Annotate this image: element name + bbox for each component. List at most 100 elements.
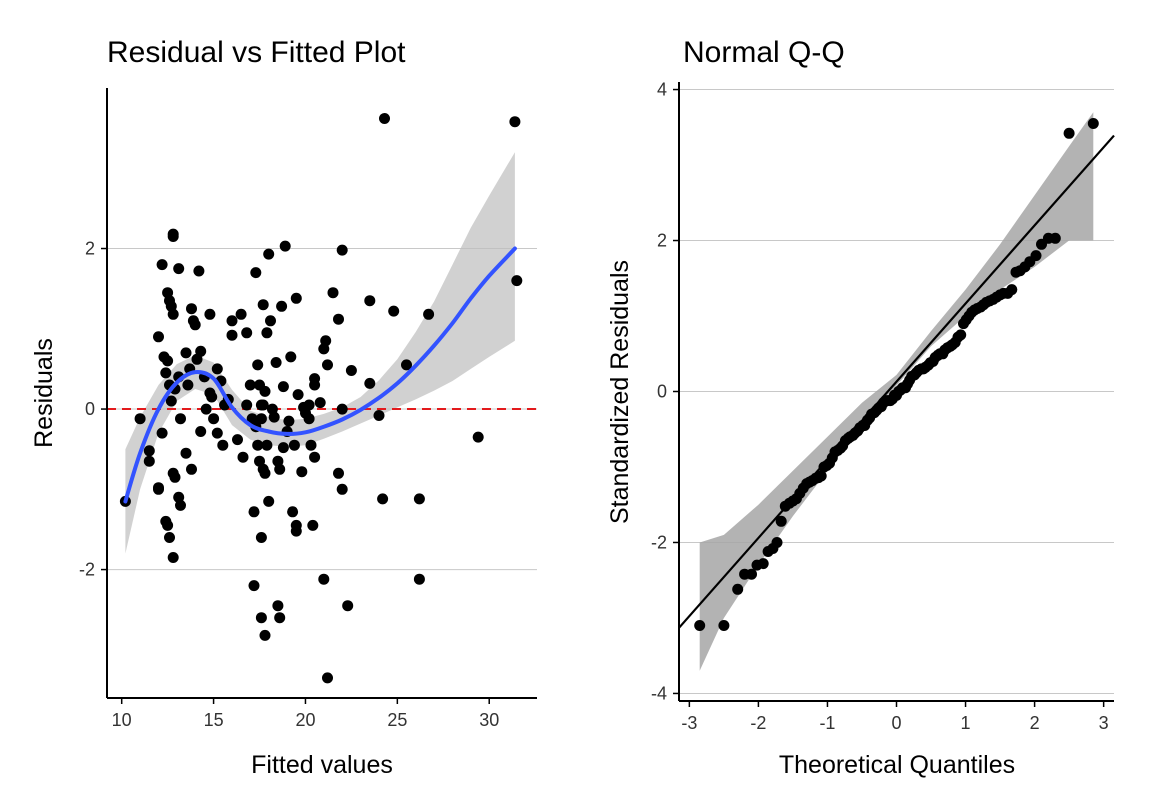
residual-point-144	[511, 275, 523, 287]
residual-point-6	[153, 483, 164, 495]
residual-point-46	[204, 308, 216, 320]
residual-point-79	[257, 299, 269, 311]
residual-point-82	[259, 385, 271, 397]
residual-point-32	[180, 347, 192, 359]
residual-point-113	[305, 439, 317, 451]
qq-point-101	[1030, 250, 1042, 262]
x-axis-title-right: Theoretical Quantiles	[779, 751, 1015, 779]
residual-point-36	[186, 303, 197, 315]
residual-point-107	[292, 389, 304, 401]
residual-point-13	[162, 355, 174, 367]
y-tick-label-0: -4	[651, 683, 667, 703]
residual-point-66	[248, 506, 260, 518]
residual-point-51	[211, 427, 223, 439]
residual-point-17	[164, 532, 175, 543]
residual-point-135	[377, 493, 389, 505]
residual-point-53	[217, 439, 229, 451]
residual-point-86	[263, 495, 275, 507]
residual-point-30	[175, 499, 186, 511]
residual-point-100	[283, 415, 295, 427]
residual-point-97	[277, 442, 289, 454]
x-tick-label-4: 30	[479, 710, 499, 730]
axes-right	[673, 82, 1114, 707]
axes-left	[101, 88, 537, 704]
residual-point-122	[322, 359, 333, 371]
residual-point-57	[226, 329, 238, 341]
y-tick-label-4: 4	[657, 80, 667, 100]
residual-point-126	[333, 313, 344, 325]
loess-smooth-line	[123, 246, 517, 504]
qq-points	[694, 118, 1099, 631]
residual-point-118	[314, 397, 326, 409]
residual-point-56	[226, 315, 238, 327]
y-tick-label-2: 0	[657, 382, 667, 402]
qq-band-area	[699, 112, 1094, 671]
qq-point-80	[955, 329, 967, 341]
qq-reference-line	[678, 134, 1115, 629]
x-tick-label-0: 10	[112, 710, 132, 730]
residual-point-50	[211, 363, 223, 375]
residual-point-14	[162, 519, 174, 531]
residual-point-112	[303, 399, 315, 411]
residual-point-43	[195, 426, 207, 437]
residual-point-76	[255, 612, 267, 624]
residual-point-117	[309, 451, 321, 463]
residual-point-62	[241, 327, 253, 339]
residual-point-138	[401, 359, 412, 371]
residual-point-132	[364, 295, 376, 307]
residual-point-94	[274, 612, 286, 624]
residual-point-136	[379, 113, 390, 124]
x-tick-label-4: 1	[961, 713, 971, 733]
x-tick-label-0: -3	[681, 713, 697, 733]
residual-point-39	[189, 319, 201, 331]
qq-confidence-band	[699, 112, 1094, 671]
residual-point-80	[259, 467, 271, 479]
residual-point-89	[268, 411, 280, 423]
residual-vs-fitted-panel: Residual vs Fitted Plot -2 0 2 10 15 20 25 30 F…	[30, 36, 537, 779]
residual-point-102	[287, 506, 299, 518]
residual-point-130	[342, 600, 354, 612]
residual-point-3	[143, 455, 155, 467]
residual-point-74	[255, 413, 267, 425]
qq-point-22	[815, 470, 827, 482]
x-axis-title-left: Fitted values	[251, 751, 393, 779]
x-tick-label-5: 2	[1030, 713, 1040, 733]
residual-point-63	[244, 379, 256, 391]
residual-point-127	[336, 244, 348, 256]
residual-point-59	[235, 308, 247, 320]
residual-point-21	[167, 231, 179, 242]
residual-point-77	[257, 399, 269, 411]
residual-point-45	[200, 403, 212, 415]
qq-point-6	[757, 558, 769, 570]
residual-point-129	[336, 403, 348, 415]
qq-point-10	[775, 515, 787, 527]
residual-point-42	[195, 345, 207, 357]
residual-point-2	[143, 445, 155, 457]
x-tick-label-1: -2	[750, 713, 766, 733]
residual-point-19	[165, 395, 177, 407]
residual-point-134	[373, 410, 385, 421]
x-tick-label-2: -1	[819, 713, 835, 733]
residual-points	[119, 113, 523, 684]
residual-point-142	[472, 431, 484, 443]
tick-labels-left: -2 0 2 10 15 20 25 30	[79, 239, 499, 730]
residual-point-91	[272, 600, 284, 612]
qq-point-106	[1087, 118, 1099, 129]
x-tick-label-1: 15	[204, 710, 224, 730]
residual-point-85	[263, 248, 275, 260]
residual-point-49	[208, 413, 220, 425]
residual-point-65	[248, 580, 260, 592]
residual-point-90	[270, 357, 282, 368]
residual-point-137	[388, 305, 400, 317]
residual-point-128	[336, 483, 348, 495]
residual-point-104	[290, 292, 302, 304]
residual-point-139	[413, 493, 425, 505]
residual-point-121	[320, 335, 332, 347]
normal-qq-panel: Normal Q-Q -4 -2 0 2 4 -3 -2 -1 0 1 2 3 Theoretical…	[606, 36, 1115, 779]
residual-point-68	[250, 267, 262, 279]
residual-point-61	[241, 399, 253, 411]
residual-point-34	[182, 379, 194, 391]
residual-point-108	[296, 466, 308, 478]
y-axis-title-right: Standardized Residuals	[606, 260, 634, 524]
residual-point-84	[261, 439, 273, 451]
